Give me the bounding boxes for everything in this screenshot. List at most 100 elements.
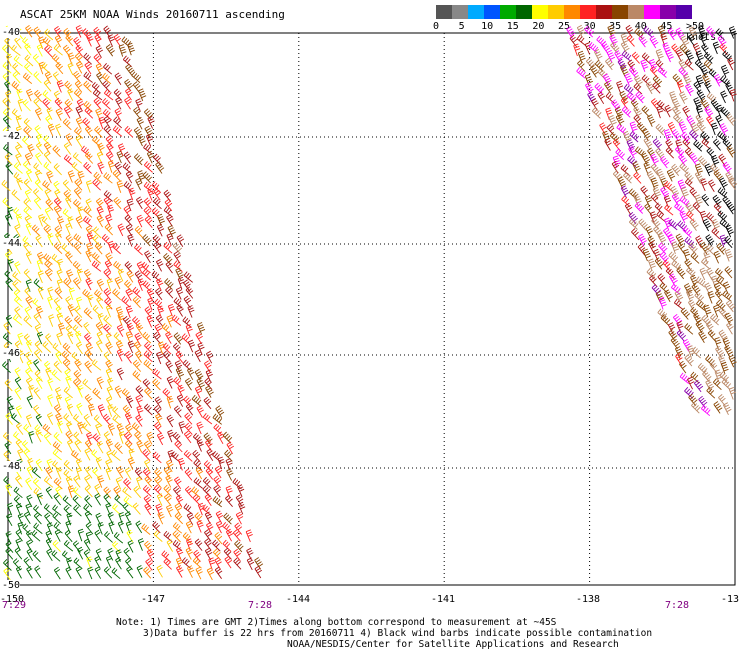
wind-barb (121, 296, 131, 308)
wind-barb (112, 242, 121, 255)
wind-barb (232, 478, 242, 490)
wind-barb (14, 306, 22, 319)
wind-barb (38, 36, 46, 50)
wind-barb (707, 329, 716, 342)
wind-barb (56, 466, 63, 480)
wind-barb (215, 520, 224, 534)
wind-barb (726, 145, 736, 158)
wind-barb (61, 550, 72, 562)
wind-barb (655, 123, 666, 136)
wind-barb (43, 476, 54, 488)
wind-barb (175, 557, 183, 570)
wind-barb (2, 115, 11, 128)
wind-barb (143, 359, 153, 371)
wind-barb (700, 241, 710, 255)
wind-barb (77, 421, 85, 435)
wind-barb (192, 449, 201, 463)
wind-barb (128, 187, 136, 201)
wind-barb (163, 241, 173, 254)
wind-barb (202, 485, 211, 498)
wind-barb (676, 320, 684, 334)
wind-barb (657, 308, 668, 320)
wind-barb (196, 405, 204, 418)
wind-barb (684, 387, 694, 399)
wind-barb (146, 288, 155, 301)
wind-barb (105, 459, 112, 472)
wind-barb (73, 378, 81, 391)
wind-barb (5, 412, 13, 425)
wind-barb (173, 485, 181, 499)
wind-barb (710, 313, 720, 326)
wind-barb (172, 431, 182, 444)
wind-barb (633, 82, 643, 95)
wind-barb (720, 361, 729, 375)
wind-barb (677, 179, 686, 193)
wind-barb (83, 503, 93, 516)
wind-barb (175, 367, 185, 380)
wind-barb (621, 105, 632, 118)
wind-barb (665, 146, 675, 159)
wind-barb (94, 493, 101, 506)
wind-barb (164, 198, 173, 212)
wind-barb (649, 65, 659, 79)
wind-barb (44, 28, 54, 41)
wind-barb (132, 370, 142, 382)
colorbar-tick-label: 45 (660, 21, 673, 32)
wind-barb (127, 540, 134, 553)
wind-barb (77, 546, 84, 560)
wind-barb (723, 402, 732, 416)
wind-barb (156, 213, 165, 227)
wind-barb (173, 332, 183, 345)
wind-barb (226, 468, 234, 481)
wind-barb (96, 296, 104, 309)
wind-barb (615, 148, 625, 161)
wind-barb (693, 312, 702, 326)
wind-barb (692, 201, 702, 214)
wind-barb (702, 218, 712, 232)
wind-barb (63, 189, 72, 203)
wind-barb (154, 298, 164, 311)
wind-barb (95, 548, 102, 561)
colorbar-swatch (548, 5, 564, 19)
wind-barb (187, 305, 195, 318)
wind-barb (33, 359, 41, 372)
wind-barb (17, 448, 24, 462)
wind-barb (665, 267, 675, 279)
wind-barb (113, 88, 123, 101)
wind-barb (186, 538, 194, 552)
wind-barb (53, 360, 62, 373)
wind-barb (75, 566, 82, 579)
wind-barb (13, 289, 22, 302)
wind-barb (105, 438, 114, 452)
wind-barb (704, 80, 712, 94)
wind-barb (712, 378, 722, 391)
wind-barb (82, 28, 91, 41)
wind-barb (672, 313, 683, 327)
wind-barb (96, 278, 105, 292)
wind-barb (35, 234, 43, 248)
wind-barb (83, 538, 91, 551)
wind-barb (6, 513, 13, 527)
wind-barb (136, 476, 143, 490)
map-frame (7, 32, 736, 586)
wind-barb (33, 522, 43, 534)
wind-barb (38, 61, 46, 75)
wind-barb (717, 187, 728, 199)
wind-barb (156, 223, 165, 237)
wind-barb (104, 531, 113, 543)
wind-barb (77, 384, 84, 398)
wind-barb (103, 351, 112, 364)
wind-barb (718, 329, 728, 343)
wind-barb (106, 396, 113, 409)
wind-barb (55, 108, 63, 121)
wind-barb (696, 299, 706, 311)
wind-barb (125, 63, 135, 77)
wind-barb (675, 27, 685, 41)
wind-barb (184, 468, 193, 481)
wind-barb (167, 429, 175, 443)
wind-barb (656, 210, 666, 223)
colorbar-swatch (468, 5, 484, 19)
wind-barb (64, 315, 73, 329)
wind-barb (65, 251, 73, 264)
wind-barb (651, 217, 661, 230)
